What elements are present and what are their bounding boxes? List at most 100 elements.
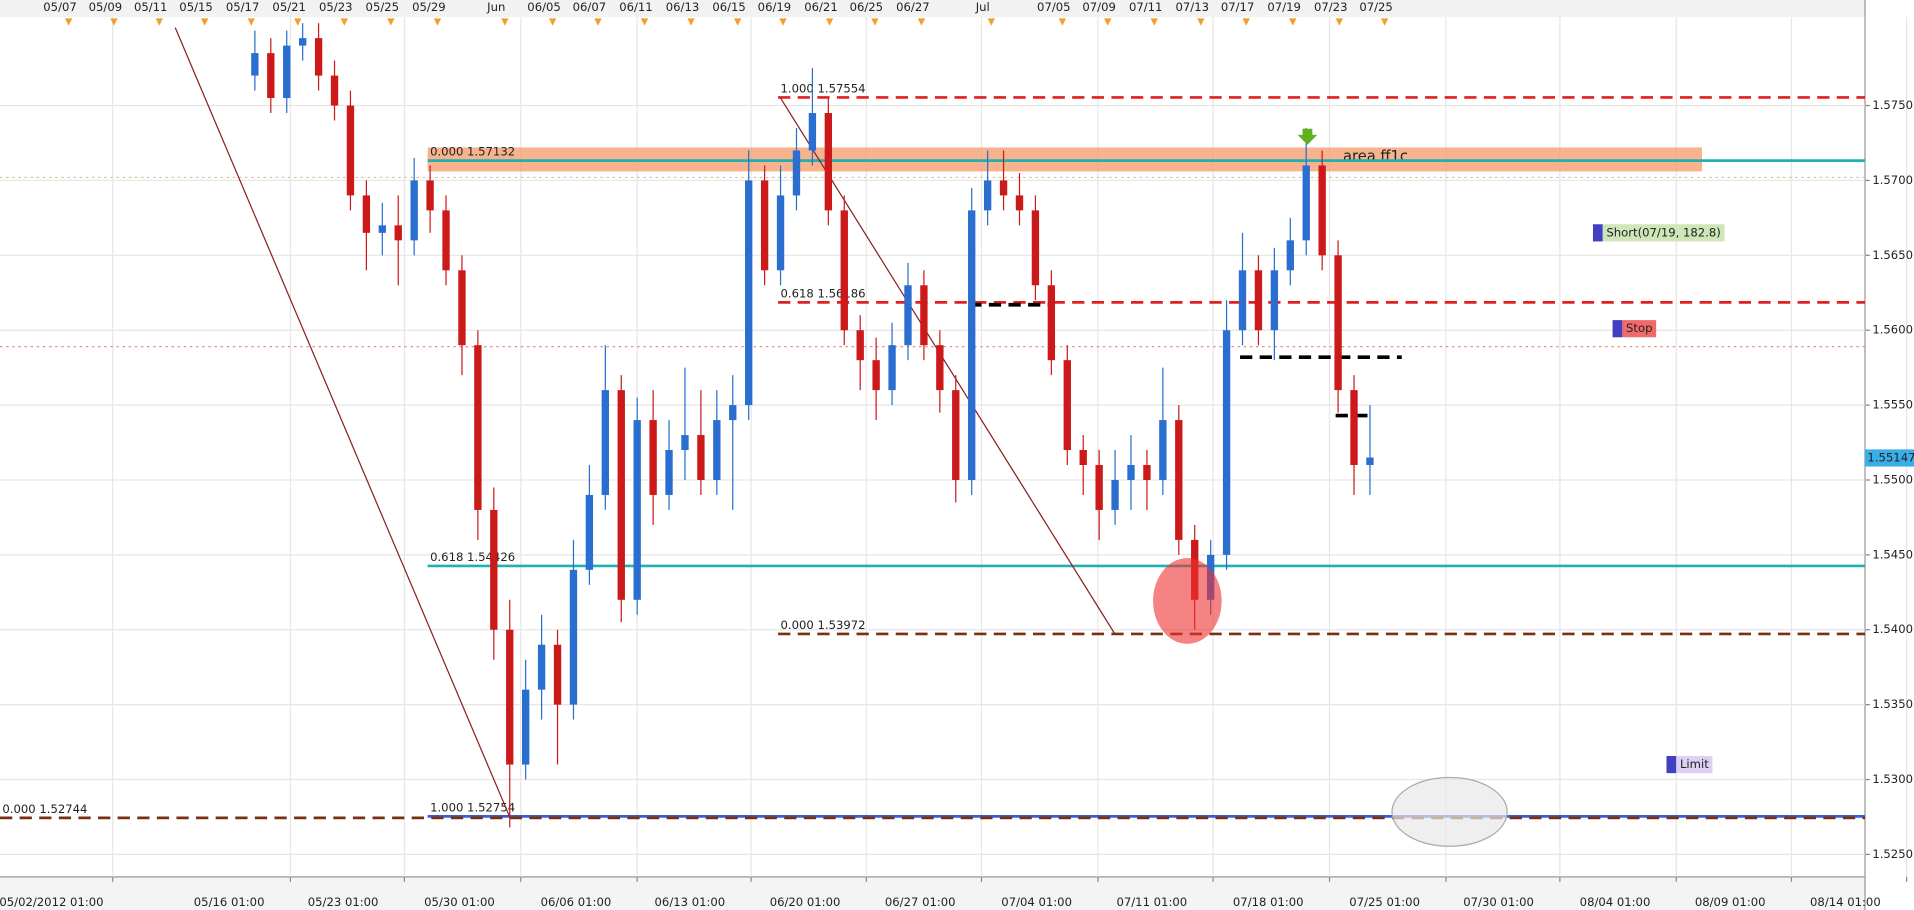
top-date-label: 05/29	[412, 0, 446, 14]
session-marker	[594, 18, 602, 26]
candle-body	[920, 285, 928, 346]
candle-body	[697, 435, 705, 480]
x-tick-label: 07/04 01:00	[1001, 895, 1072, 909]
candle-body	[952, 390, 960, 480]
order-box	[1676, 755, 1713, 774]
top-date-label: 05/17	[226, 0, 260, 14]
candle-body	[824, 113, 833, 211]
candle-body	[968, 210, 976, 480]
x-tick-label: 06/06 01:00	[541, 895, 612, 909]
candle-body	[888, 345, 896, 391]
session-marker	[433, 18, 442, 26]
x-tick-label: 08/09 01:00	[1695, 895, 1766, 909]
candle-body	[283, 45, 291, 99]
candle-body	[1302, 165, 1310, 241]
top-date-label: Jul	[975, 0, 990, 14]
session-marker	[825, 18, 834, 26]
candle-body	[904, 285, 912, 346]
y-tick-label: 1.5700	[1872, 173, 1913, 187]
candle-body	[314, 38, 323, 76]
y-tick-label: 1.5450	[1872, 547, 1913, 561]
candle-body	[745, 180, 753, 406]
top-date-label: 06/25	[850, 0, 884, 14]
candle-body	[713, 420, 721, 480]
order-label: Stop	[1626, 321, 1652, 335]
order-label: Short(07/19, 182.8)	[1606, 225, 1720, 239]
y-tick-label: 1.5650	[1872, 248, 1913, 262]
candle-body	[1238, 270, 1247, 331]
candle-body	[1286, 240, 1294, 271]
session-marker	[1058, 18, 1067, 26]
session-marker	[733, 18, 742, 26]
candle-body	[856, 330, 864, 361]
order-box	[1622, 320, 1657, 338]
session-marker	[294, 18, 302, 26]
top-date-label: 07/23	[1314, 0, 1348, 14]
session-marker	[687, 18, 695, 26]
candle-body	[872, 360, 880, 391]
session-marker	[1289, 18, 1297, 26]
top-date-label: 06/19	[758, 0, 792, 14]
top-date-label: 05/21	[272, 0, 306, 14]
candle-body	[1095, 465, 1103, 510]
top-date-label: 06/27	[896, 0, 930, 14]
y-tick-label: 1.5350	[1872, 697, 1913, 711]
session-marker	[1197, 18, 1205, 26]
top-date-label: 06/21	[804, 0, 838, 14]
session-marker	[501, 18, 509, 26]
level-label: 1.000 1.52754	[430, 800, 515, 814]
candle-body	[537, 644, 546, 690]
top-date-label: 07/05	[1037, 0, 1071, 14]
candle-body	[729, 405, 737, 421]
session-marker	[917, 18, 926, 26]
highlight-ellipse	[1391, 776, 1508, 847]
top-date-label: 05/07	[43, 0, 77, 14]
candle-body	[1175, 420, 1183, 540]
x-tick-label: 07/11 01:00	[1116, 895, 1187, 909]
level-label: 0.618 1.54426	[430, 550, 515, 564]
order-tag: Stop	[1612, 320, 1657, 338]
session-marker	[779, 18, 787, 26]
candle-body	[394, 225, 402, 241]
candle-body	[840, 210, 848, 331]
x-tick-label: 05/23 01:00	[308, 895, 379, 909]
session-marker	[155, 18, 163, 26]
candle-body	[617, 390, 625, 600]
y-tick-label: 1.5300	[1872, 772, 1913, 786]
candle-body	[633, 420, 641, 600]
top-date-label: 06/13	[666, 0, 700, 14]
candle-body	[458, 270, 466, 346]
candle-body	[1047, 285, 1056, 361]
candle-body	[267, 53, 275, 99]
y-tick-label: 1.5400	[1872, 622, 1913, 636]
top-date-label: 07/09	[1082, 0, 1116, 14]
candle-body	[378, 225, 386, 233]
candle-body	[251, 53, 259, 76]
top-date-label: 06/07	[573, 0, 607, 14]
top-date-label: 05/23	[319, 0, 353, 14]
candle-body	[330, 75, 339, 106]
candle-body	[442, 210, 450, 271]
session-marker	[340, 18, 348, 26]
session-marker	[548, 18, 557, 26]
top-date-label: 07/19	[1267, 0, 1301, 14]
area-label: area ff1c	[1343, 148, 1408, 165]
top-date-label: 07/13	[1176, 0, 1210, 14]
level-label: 0.000 1.53972	[781, 618, 866, 632]
order-handle	[1666, 755, 1677, 774]
level-label: 0.618 1.56186	[781, 286, 866, 300]
order-handle	[1612, 320, 1623, 338]
top-date-label: Jun	[486, 0, 505, 14]
candle-body	[649, 420, 657, 495]
y-tick-label: 1.5550	[1872, 398, 1913, 412]
candle-body	[1079, 450, 1087, 466]
candle-body	[1143, 465, 1151, 480]
x-tick-label: 07/25 01:00	[1349, 895, 1420, 909]
top-axis-strip	[0, 0, 1865, 18]
level-label: 1.000 1.57554	[781, 81, 866, 95]
top-date-label: 07/17	[1221, 0, 1255, 14]
session-marker	[1242, 18, 1250, 26]
session-marker	[247, 18, 255, 26]
candle-body	[474, 345, 482, 510]
candle-body	[298, 38, 307, 46]
